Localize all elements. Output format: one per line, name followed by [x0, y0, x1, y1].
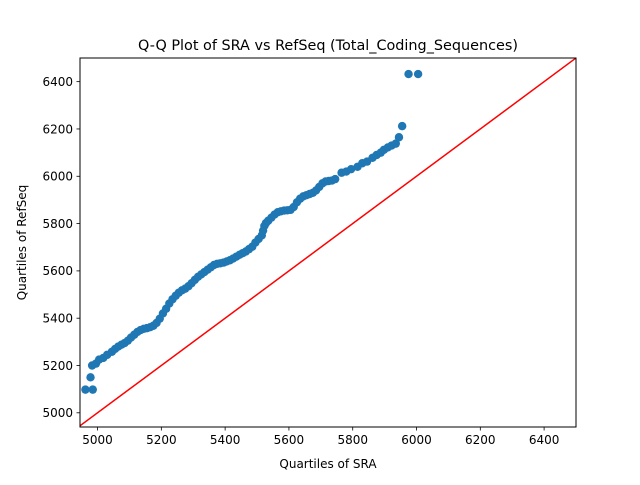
x-axis-ticks: 5000 5200 5400 5600 5800 6000 6200 6400 [82, 427, 559, 447]
x-tick-label: 6200 [465, 433, 496, 447]
x-tick-label: 6400 [529, 433, 560, 447]
reference-line-layer [80, 58, 576, 427]
x-tick-label: 5400 [210, 433, 241, 447]
y-axis-ticks: 5000 5200 5400 5600 5800 6000 6200 6400 [42, 75, 80, 420]
data-point [394, 133, 404, 142]
y-tick-label: 5200 [42, 359, 73, 373]
plot-frame [79, 57, 577, 428]
data-point [391, 139, 400, 148]
data-point [397, 121, 407, 131]
y-axis-label: Quartiles of RefSeq [15, 185, 29, 301]
y-tick-label: 6200 [42, 122, 73, 136]
y-tick-label: 6400 [42, 75, 73, 89]
reference-line [80, 58, 576, 427]
data-point [86, 373, 95, 382]
data-point [88, 385, 97, 394]
y-tick-label: 5400 [42, 311, 73, 325]
data-point [404, 69, 413, 79]
x-tick-label: 5200 [146, 433, 177, 447]
y-tick-label: 5800 [42, 217, 73, 231]
data-point [413, 69, 423, 79]
data-point [346, 164, 356, 174]
scatter-points-layer [81, 69, 423, 394]
chart-title: Q-Q Plot of SRA vs RefSeq (Total_Coding_… [138, 38, 518, 54]
x-tick-label: 5600 [274, 433, 305, 447]
x-tick-label: 6000 [401, 433, 432, 447]
data-point [81, 385, 90, 394]
x-axis-label: Quartiles of SRA [279, 457, 377, 471]
y-tick-label: 5600 [42, 264, 73, 278]
x-tick-label: 5000 [82, 433, 113, 447]
y-tick-label: 5000 [42, 406, 73, 420]
y-tick-label: 6000 [42, 170, 73, 184]
x-tick-label: 5800 [337, 433, 368, 447]
data-point [330, 174, 340, 184]
